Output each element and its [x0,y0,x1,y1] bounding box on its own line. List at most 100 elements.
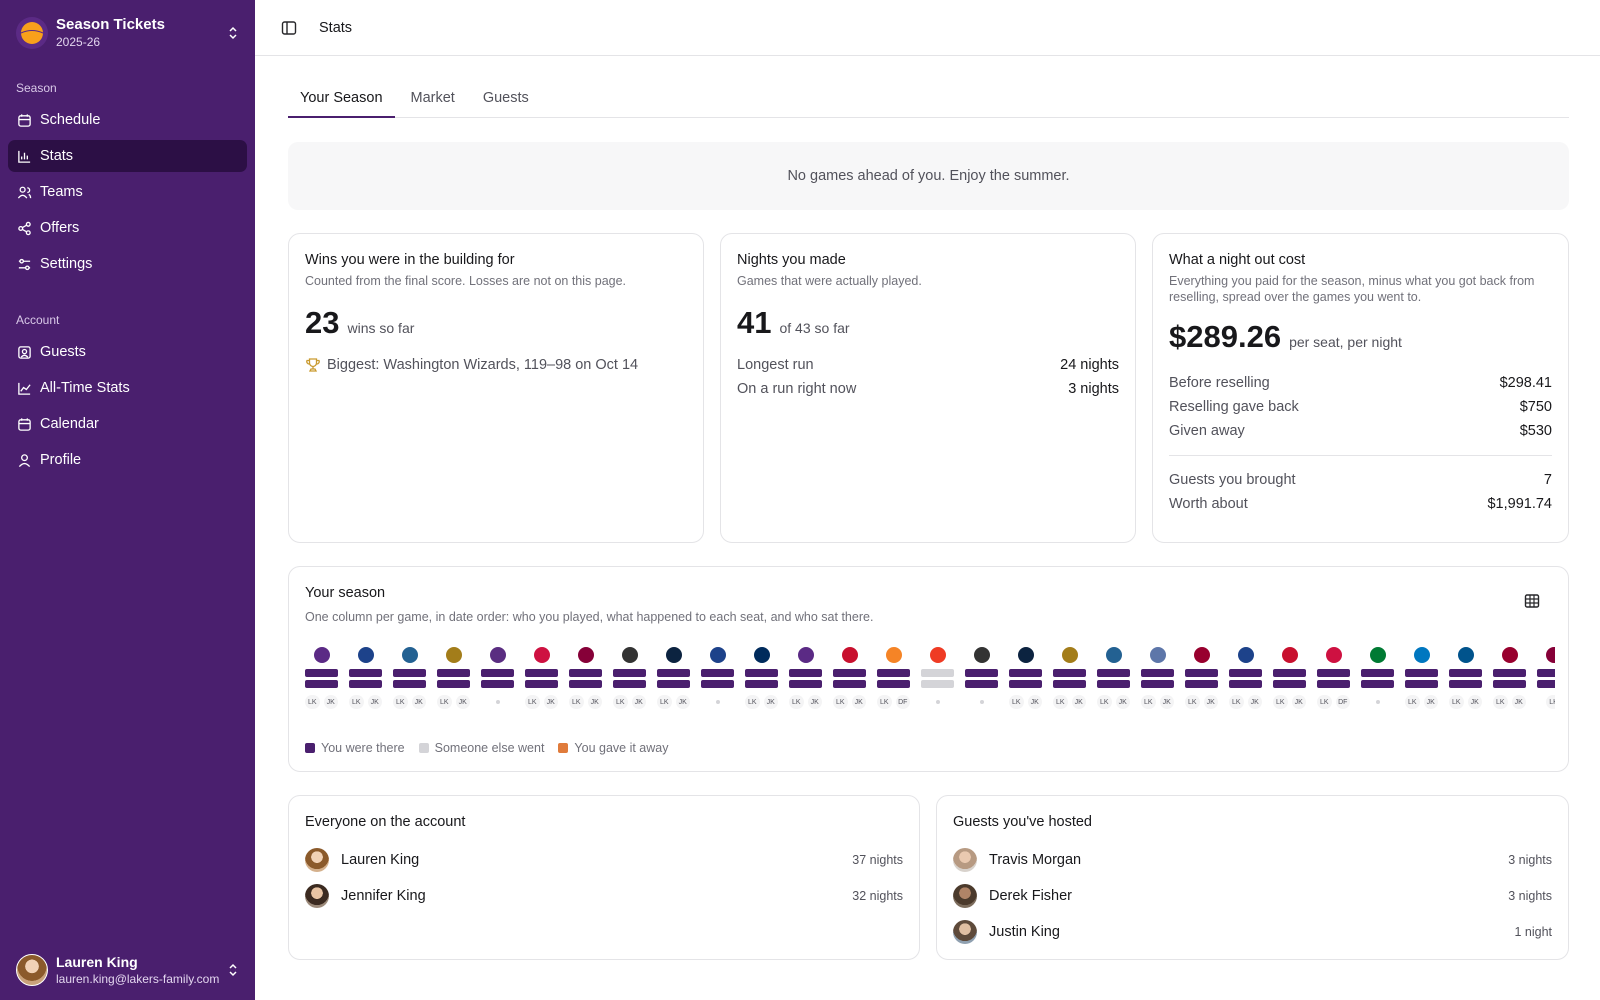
sidebar-item-calendar[interactable]: Calendar [8,408,247,440]
seat-holder-initials: LK [1141,695,1156,709]
seat-bars [613,669,646,688]
game-column[interactable] [701,647,734,704]
sidebar-item-label: Guests [40,344,86,360]
chevron-up-down-icon[interactable] [224,961,242,979]
opponent-logo-icon [1061,647,1078,663]
chevron-up-down-icon[interactable] [224,24,242,42]
sidebar-item-all-time-stats[interactable]: All-Time Stats [8,372,247,404]
opponent-logo-icon [1237,647,1254,663]
seat-bar [1317,680,1350,688]
list-item[interactable]: Travis Morgan 3 nights [953,842,1552,878]
list-item[interactable]: Derek Fisher 3 nights [953,878,1552,914]
game-column[interactable]: LK JK [1273,647,1306,709]
game-column[interactable] [481,647,514,704]
seat-holder-initials: LK [437,695,452,709]
seat-bars [1097,669,1130,688]
game-column[interactable]: LK JK [1449,647,1482,709]
seat-bar [657,680,690,688]
table-view-icon[interactable] [1520,589,1544,613]
list-item[interactable]: Jennifer King 32 nights [305,878,903,914]
team-switcher[interactable]: Season Tickets 2025-26 [16,16,242,50]
tab-guests[interactable]: Guests [482,90,529,106]
game-column[interactable]: LK DF [877,647,910,709]
game-column[interactable]: LK JK [525,647,558,709]
stat-label: Before reselling [1169,375,1270,391]
game-column[interactable]: LK JK [1053,647,1086,709]
opponent-logo-icon [885,647,902,663]
seat-bars [1449,669,1482,688]
list-item[interactable]: Lauren King 37 nights [305,842,903,878]
nav-season: Season Schedule Stats Teams Offers Setti… [8,78,247,284]
seat-bar [1493,669,1526,677]
contact-icon [16,344,32,360]
stat-row: Reselling gave back $750 [1169,395,1552,419]
stat-value: 7 [1543,472,1552,488]
seat-holder-initials: JK [1071,695,1086,709]
game-column[interactable]: LK JK [833,647,866,709]
game-column[interactable]: LK JK [393,647,426,709]
game-column[interactable] [965,647,998,704]
seat-bars [1009,669,1042,688]
seat-holders: LK JK [393,695,426,709]
stat-value: $530 [1519,423,1552,439]
game-column[interactable]: LK JK [349,647,382,709]
avatar [953,884,977,908]
card-title: Wins you were in the building for [305,252,515,268]
game-column[interactable]: LK DF [1317,647,1350,709]
game-column[interactable]: LK JK [1009,647,1042,709]
opponent-logo-icon [1501,647,1518,663]
game-column[interactable]: LK JK [569,647,602,709]
person-nights: 3 nights [1508,889,1552,903]
user-menu[interactable]: Lauren King lauren.king@lakers-family.co… [16,952,242,988]
game-column[interactable]: LK JK [789,647,822,709]
opponent-logo-icon [1281,647,1298,663]
wins-unit: wins so far [347,320,415,336]
wins-card: Wins you were in the building for Counte… [288,233,704,543]
sidebar-item-schedule[interactable]: Schedule [8,104,247,136]
stat-value: 3 nights [1068,381,1119,397]
game-column[interactable]: LK JK [745,647,778,709]
seat-holders: LK JK [745,695,778,709]
lakers-logo [16,17,48,49]
seat-bar [1361,669,1394,677]
seat-holder-initials: JK [763,695,778,709]
game-column[interactable]: LK JK [1097,647,1130,709]
list-item[interactable]: Justin King 1 night [953,914,1552,950]
seat-holder-initials: JK [1467,695,1482,709]
game-column[interactable]: LK JK [1229,647,1262,709]
game-column[interactable]: LK JK [613,647,646,709]
line-chart-icon [16,380,32,396]
seat-holders: LK DF [877,695,910,709]
sidebar-item-guests[interactable]: Guests [8,336,247,368]
legend-item: You gave it away [558,741,668,755]
seat-holder-initials: LK [1449,695,1464,709]
game-column[interactable]: LK JK [657,647,690,709]
sidebar-item-stats[interactable]: Stats [8,140,247,172]
opponent-logo-icon [1413,647,1430,663]
seat-holder-initials: DF [895,695,910,709]
seat-holder-initials: DF [1335,695,1350,709]
game-column[interactable]: LK JK [1185,647,1218,709]
sidebar-item-profile[interactable]: Profile [8,444,247,476]
seat-holders: LK JK [1405,695,1438,709]
game-column[interactable] [1361,647,1394,704]
game-column[interactable]: LK JK [305,647,338,709]
seat-bar [1537,680,1555,688]
game-column[interactable]: LK [1537,647,1555,709]
game-column[interactable]: LK JK [1405,647,1438,709]
account-people-card: Everyone on the account Lauren King 37 n… [288,795,920,960]
tab-market[interactable]: Market [410,90,455,106]
sidebar-item-teams[interactable]: Teams [8,176,247,208]
tab-your-season[interactable]: Your Season [288,82,395,118]
game-column[interactable]: LK JK [437,647,470,709]
seat-holder-initials: LK [1317,695,1332,709]
sidebar-toggle-icon[interactable] [275,14,303,42]
game-column[interactable]: LK JK [1493,647,1526,709]
seat-bar [525,680,558,688]
sidebar-item-settings[interactable]: Settings [8,248,247,280]
seat-bar [877,680,910,688]
game-column[interactable] [921,647,954,704]
sidebar-item-offers[interactable]: Offers [8,212,247,244]
game-column[interactable]: LK JK [1141,647,1174,709]
sidebar-item-label: All-Time Stats [40,380,130,396]
